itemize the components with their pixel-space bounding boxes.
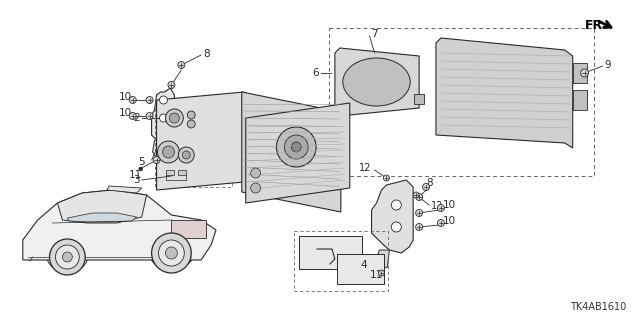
Polygon shape xyxy=(246,103,349,203)
Circle shape xyxy=(422,183,429,190)
Polygon shape xyxy=(23,190,216,260)
Text: 11: 11 xyxy=(370,270,383,280)
Circle shape xyxy=(129,97,136,103)
Circle shape xyxy=(276,127,316,167)
Polygon shape xyxy=(374,250,389,270)
Text: 3: 3 xyxy=(133,175,140,185)
Bar xyxy=(172,220,206,238)
Circle shape xyxy=(392,222,401,232)
Circle shape xyxy=(179,147,194,163)
Circle shape xyxy=(63,252,72,262)
Circle shape xyxy=(438,220,444,227)
Bar xyxy=(294,231,388,291)
Polygon shape xyxy=(107,186,141,193)
Circle shape xyxy=(129,113,136,119)
Text: 12: 12 xyxy=(359,163,372,173)
Bar xyxy=(166,170,174,175)
Circle shape xyxy=(157,141,179,163)
Circle shape xyxy=(163,146,174,158)
Circle shape xyxy=(56,245,79,269)
Circle shape xyxy=(438,204,444,212)
Circle shape xyxy=(580,69,589,77)
Circle shape xyxy=(413,192,419,198)
Bar xyxy=(573,63,587,83)
Circle shape xyxy=(159,114,168,122)
Circle shape xyxy=(178,61,185,68)
Polygon shape xyxy=(436,38,573,148)
Bar xyxy=(573,90,587,110)
Text: 10: 10 xyxy=(119,92,132,102)
Circle shape xyxy=(284,135,308,159)
Bar xyxy=(326,137,336,145)
Circle shape xyxy=(415,223,422,230)
Circle shape xyxy=(159,240,184,266)
Circle shape xyxy=(170,113,179,123)
Polygon shape xyxy=(372,180,413,253)
Circle shape xyxy=(383,175,389,181)
Polygon shape xyxy=(300,236,362,269)
Polygon shape xyxy=(152,88,174,148)
Circle shape xyxy=(188,111,195,119)
Circle shape xyxy=(415,210,422,217)
Circle shape xyxy=(159,96,168,104)
Text: 10: 10 xyxy=(443,200,456,210)
Text: 2: 2 xyxy=(133,113,140,123)
Text: 7: 7 xyxy=(372,29,378,39)
Text: 4: 4 xyxy=(360,260,367,270)
Circle shape xyxy=(49,239,85,275)
Circle shape xyxy=(166,109,183,127)
Text: 6: 6 xyxy=(312,68,319,78)
Text: FR.: FR. xyxy=(584,19,608,31)
Text: 12: 12 xyxy=(431,201,444,211)
Polygon shape xyxy=(157,92,244,190)
Polygon shape xyxy=(335,48,419,116)
Polygon shape xyxy=(242,92,341,212)
Polygon shape xyxy=(152,140,163,158)
Circle shape xyxy=(152,233,191,273)
Text: 10: 10 xyxy=(119,108,132,118)
Text: 8: 8 xyxy=(426,178,433,188)
Circle shape xyxy=(140,167,142,171)
Circle shape xyxy=(415,194,422,201)
Bar xyxy=(414,94,424,104)
Text: 11: 11 xyxy=(129,170,142,180)
Circle shape xyxy=(378,270,385,276)
Circle shape xyxy=(182,151,190,159)
Text: 5: 5 xyxy=(138,157,145,167)
Bar xyxy=(329,28,595,176)
Bar xyxy=(326,122,336,130)
Text: TK4AB1610: TK4AB1610 xyxy=(570,302,626,312)
Text: 1: 1 xyxy=(363,79,369,89)
Circle shape xyxy=(291,142,301,152)
Circle shape xyxy=(392,200,401,210)
Circle shape xyxy=(146,113,153,119)
Text: 10: 10 xyxy=(443,216,456,226)
Circle shape xyxy=(251,168,260,178)
Polygon shape xyxy=(67,213,137,222)
Bar xyxy=(179,170,186,175)
Circle shape xyxy=(146,97,153,103)
Polygon shape xyxy=(337,254,385,284)
Ellipse shape xyxy=(343,58,410,106)
Circle shape xyxy=(251,183,260,193)
Circle shape xyxy=(153,156,160,164)
Text: 9: 9 xyxy=(604,60,611,70)
Circle shape xyxy=(188,120,195,128)
Circle shape xyxy=(168,82,175,89)
Circle shape xyxy=(166,247,177,259)
Polygon shape xyxy=(58,190,147,223)
Text: 8: 8 xyxy=(203,49,210,59)
Bar xyxy=(155,102,232,187)
